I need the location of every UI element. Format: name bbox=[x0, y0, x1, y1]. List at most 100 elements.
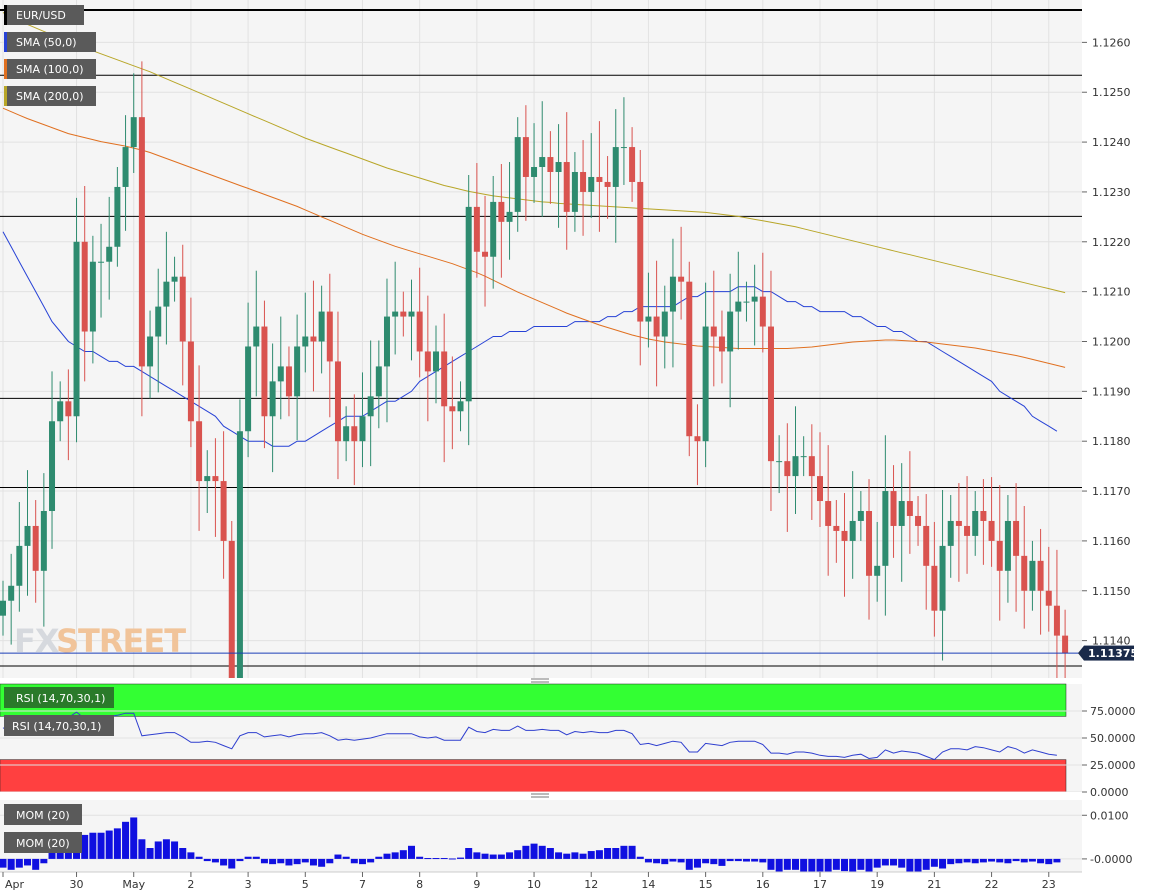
mom-bar bbox=[783, 858, 791, 870]
candle-body bbox=[563, 162, 570, 212]
symbol-legend[interactable]: EUR/USD bbox=[4, 5, 84, 25]
candle bbox=[179, 244, 186, 386]
rsi-line bbox=[2, 711, 1057, 761]
candle-body bbox=[686, 281, 693, 437]
candle bbox=[915, 496, 922, 546]
date-label: 21 bbox=[927, 878, 941, 891]
mom-bar bbox=[416, 856, 424, 859]
sma-legend-label: SMA (200,0) bbox=[16, 90, 84, 103]
candle-body bbox=[383, 316, 390, 367]
candle bbox=[571, 152, 578, 232]
candle-body bbox=[343, 426, 350, 442]
candle bbox=[866, 479, 873, 620]
mom-bar bbox=[587, 851, 595, 859]
mom-bar bbox=[122, 821, 130, 859]
candle-body bbox=[792, 456, 799, 477]
candle bbox=[318, 285, 325, 374]
mom-bar bbox=[162, 839, 170, 859]
mom-bar bbox=[538, 845, 546, 859]
mom-bar bbox=[767, 858, 775, 870]
candle-body bbox=[179, 276, 186, 342]
mom-bar bbox=[408, 845, 415, 859]
candle bbox=[890, 465, 897, 558]
candle bbox=[228, 520, 235, 701]
rsi-legend-2[interactable]: RSI (14,70,30,1) bbox=[4, 715, 114, 736]
candle bbox=[310, 280, 317, 392]
mom-bar bbox=[669, 858, 677, 862]
mom-bar bbox=[301, 858, 309, 863]
candle bbox=[294, 314, 301, 441]
mom-bar bbox=[612, 848, 620, 859]
candle-body bbox=[718, 336, 725, 352]
rsi-legend-1[interactable]: RSI (14,70,30,1) bbox=[4, 687, 114, 708]
candle bbox=[465, 174, 472, 446]
mom-bar bbox=[432, 858, 440, 860]
mom-bar bbox=[546, 848, 554, 859]
mom-bar bbox=[1004, 858, 1012, 864]
candle bbox=[1029, 540, 1036, 611]
candle bbox=[931, 521, 938, 637]
candle-body bbox=[539, 157, 546, 168]
mom-bar bbox=[220, 858, 228, 866]
candle-body bbox=[147, 336, 154, 367]
symbol-label: EUR/USD bbox=[16, 9, 66, 22]
candle-body bbox=[261, 326, 268, 417]
candle-body bbox=[465, 206, 472, 402]
candle-body bbox=[955, 520, 962, 526]
mom-bar bbox=[424, 858, 432, 860]
candle-body bbox=[310, 336, 317, 342]
candle bbox=[392, 261, 399, 355]
mom-bar bbox=[890, 858, 898, 866]
mom-bar bbox=[64, 850, 72, 859]
mom-bar bbox=[138, 839, 146, 859]
mom-bar bbox=[1012, 858, 1020, 862]
date-axis-labels: Apr 30 May 2 3 5 7 8 9 10 12 14 15 16 17 19 21 22 23 bbox=[2, 872, 1056, 891]
candle bbox=[375, 340, 382, 429]
date-label: 14 bbox=[641, 878, 655, 891]
mom-legend-2[interactable]: MOM (20) bbox=[4, 832, 82, 853]
mom-bar bbox=[399, 850, 407, 859]
candle bbox=[147, 310, 154, 399]
mom-bar bbox=[497, 854, 505, 859]
candle bbox=[449, 356, 456, 450]
date-label: 9 bbox=[473, 878, 480, 891]
mom-bar bbox=[334, 854, 342, 859]
price-tick-label: 1.1190 bbox=[1092, 385, 1131, 398]
mom-bar bbox=[988, 858, 996, 862]
candle bbox=[841, 493, 848, 597]
candle bbox=[522, 105, 529, 221]
candle-body bbox=[514, 137, 521, 212]
candle bbox=[367, 340, 374, 467]
candle-body bbox=[89, 261, 96, 332]
candle-body bbox=[833, 525, 840, 531]
mom-bar bbox=[48, 850, 56, 859]
candle bbox=[539, 101, 546, 217]
candle-body bbox=[81, 241, 88, 332]
date-label: 30 bbox=[70, 878, 84, 891]
sma-legend[interactable]: SMA (50,0) SMA (100,0) SMA (200,0) bbox=[4, 32, 96, 106]
candle bbox=[1004, 495, 1011, 603]
candle-body bbox=[32, 525, 39, 571]
candle-body bbox=[498, 201, 505, 222]
candle-body bbox=[939, 545, 946, 611]
candle bbox=[645, 272, 652, 348]
date-label: 22 bbox=[985, 878, 999, 891]
sma-legend-box bbox=[4, 86, 96, 106]
price-tick-label: 1.1200 bbox=[1092, 335, 1131, 348]
mom-bar bbox=[718, 858, 726, 866]
mom-legend-1[interactable]: MOM (20) bbox=[4, 804, 82, 825]
mom-bar bbox=[996, 858, 1004, 863]
candle bbox=[326, 273, 333, 418]
rsi-tick-label: 50.0000 bbox=[1090, 732, 1136, 745]
mom-bar bbox=[391, 852, 399, 859]
candle bbox=[661, 285, 668, 369]
candle-body bbox=[359, 416, 366, 442]
candle-body bbox=[400, 311, 407, 317]
last-price-box bbox=[1084, 645, 1134, 661]
mom-bar bbox=[832, 858, 840, 870]
candle-body bbox=[408, 311, 415, 317]
candle bbox=[702, 282, 709, 468]
candle bbox=[220, 431, 227, 579]
mom-bar bbox=[800, 858, 808, 872]
